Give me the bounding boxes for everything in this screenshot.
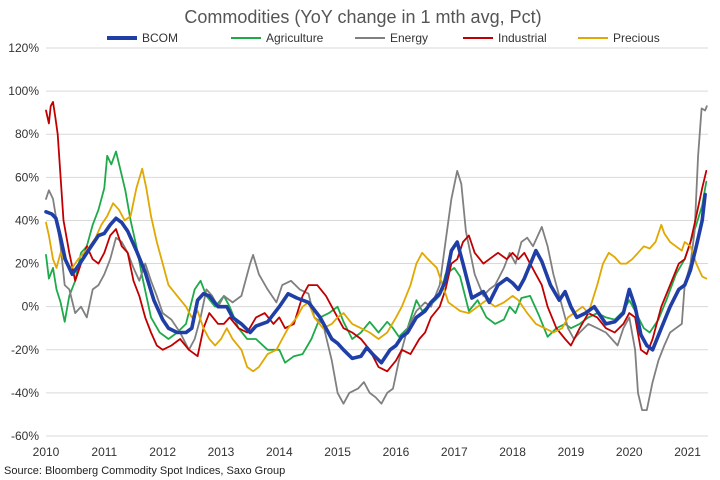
x-axis-ticks: 2010 2011 2012 2013 2014 2015 2016 2017 2018 2019…: [33, 445, 702, 459]
x-tick-label: 2017: [441, 445, 468, 459]
legend-item-precious: Precious: [578, 31, 660, 45]
x-tick-label: 2011: [91, 445, 117, 459]
y-tick-label: 80%: [15, 127, 39, 141]
legend: BCOM Agriculture Energy Industrial Precious: [107, 31, 660, 45]
legend-label: Industrial: [498, 31, 547, 45]
x-tick-label: 2013: [208, 445, 235, 459]
y-tick-label: 100%: [8, 84, 39, 98]
x-tick-label: 2015: [324, 445, 351, 459]
y-tick-label: 120%: [8, 41, 39, 55]
x-tick-label: 2018: [499, 445, 526, 459]
source-note: Source: Bloomberg Commodity Spot Indices…: [4, 465, 285, 477]
y-tick-label: 0%: [22, 300, 40, 314]
y-axis-ticks: -60% -40% -20% 0% 20% 40% 60% 80% 100% 120%: [8, 41, 39, 443]
x-tick-label: 2014: [266, 445, 293, 459]
series-lines: [44, 101, 708, 411]
legend-label: Agriculture: [266, 31, 324, 45]
series-line-industrial: [45, 101, 708, 373]
legend-label: Energy: [390, 31, 428, 45]
x-tick-label: 2016: [383, 445, 410, 459]
legend-label: BCOM: [142, 31, 178, 45]
y-tick-label: 60%: [15, 170, 39, 184]
y-tick-label: -60%: [11, 429, 39, 443]
legend-label: Precious: [613, 31, 660, 45]
legend-item-agriculture: Agriculture: [231, 31, 324, 45]
x-tick-label: 2021: [674, 445, 701, 459]
series-line-precious: [45, 167, 708, 373]
x-tick-label: 2012: [149, 445, 176, 459]
y-tick-label: 40%: [15, 213, 39, 227]
y-tick-label: 20%: [15, 257, 39, 271]
series-line-energy: [45, 105, 708, 411]
legend-item-energy: Energy: [355, 31, 428, 45]
x-tick-label: 2019: [558, 445, 585, 459]
gridlines: [46, 47, 708, 437]
y-tick-label: -40%: [11, 386, 39, 400]
y-tick-label: -20%: [11, 343, 39, 357]
legend-item-industrial: Industrial: [463, 31, 547, 45]
legend-item-bcom: BCOM: [107, 31, 178, 45]
series-line-bcom: [44, 192, 707, 365]
x-tick-label: 2020: [616, 445, 643, 459]
chart-title: Commodities (YoY change in 1 mth avg, Pc…: [184, 7, 541, 27]
x-tick-label: 2010: [33, 445, 60, 459]
